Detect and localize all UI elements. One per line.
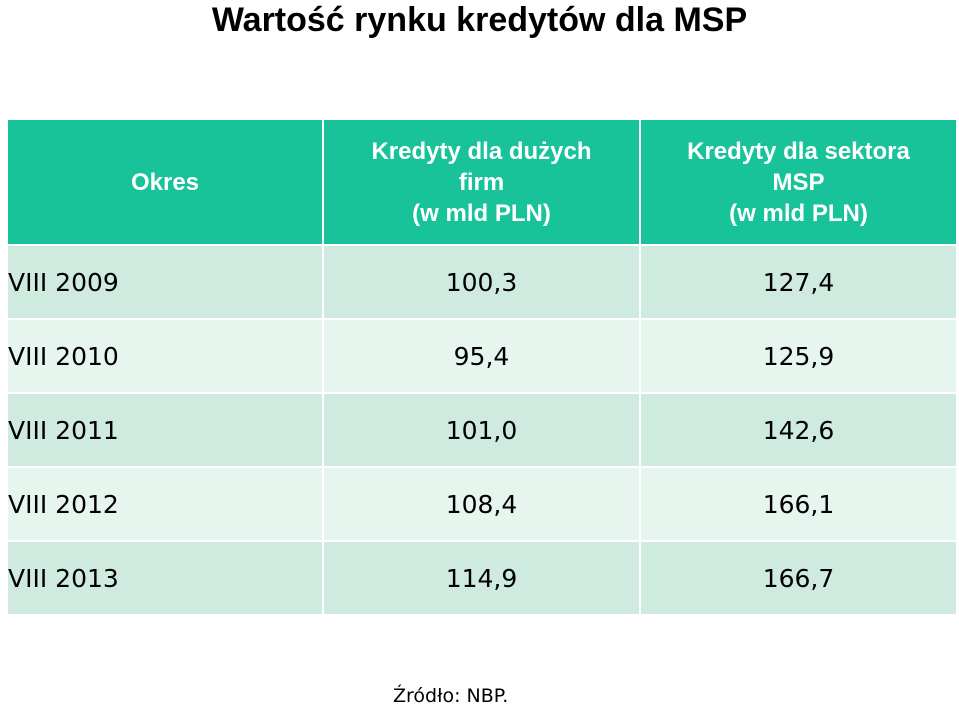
cell-large-firms: 114,9 — [322, 540, 641, 616]
header-sme-sector: Kredyty dla sektora MSP (w mld PLN) — [639, 118, 958, 246]
cell-sme-sector: 127,4 — [639, 244, 958, 320]
header-sme-sector-line-1: Kredyty dla sektora — [687, 137, 910, 165]
header-large-firms-line-1: Kredyty dla dużych — [371, 137, 592, 165]
cell-period: VIII 2011 — [6, 392, 324, 468]
data-table: Okres Kredyty dla dużych firm (w mld PLN… — [6, 118, 958, 616]
header-period: Okres — [6, 118, 324, 246]
cell-period: VIII 2010 — [6, 318, 324, 394]
cell-large-firms: 101,0 — [322, 392, 641, 468]
table-row: VIII 2010 95,4 125,9 — [6, 318, 958, 394]
header-period-label: Okres — [130, 168, 200, 196]
cell-sme-sector: 166,1 — [639, 466, 958, 542]
cell-large-firms: 100,3 — [322, 244, 641, 320]
header-sme-sector-line-2: MSP — [772, 168, 825, 196]
table-row: VIII 2009 100,3 127,4 — [6, 244, 958, 320]
cell-period: VIII 2009 — [6, 244, 324, 320]
table-row: VIII 2011 101,0 142,6 — [6, 392, 958, 468]
table-row: VIII 2013 114,9 166,7 — [6, 540, 958, 616]
cell-large-firms: 95,4 — [322, 318, 641, 394]
cell-sme-sector: 142,6 — [639, 392, 958, 468]
cell-period: VIII 2012 — [6, 466, 324, 542]
cell-period: VIII 2013 — [6, 540, 324, 616]
source-note: Źródło: NBP. — [393, 685, 509, 707]
table-header-row: Okres Kredyty dla dużych firm (w mld PLN… — [6, 118, 958, 246]
header-large-firms-line-3: (w mld PLN) — [412, 199, 551, 227]
header-large-firms: Kredyty dla dużych firm (w mld PLN) — [322, 118, 641, 246]
page-title: Wartość rynku kredytów dla MSP — [211, 1, 748, 39]
table-row: VIII 2012 108,4 166,1 — [6, 466, 958, 542]
header-sme-sector-line-3: (w mld PLN) — [729, 199, 868, 227]
cell-large-firms: 108,4 — [322, 466, 641, 542]
cell-sme-sector: 125,9 — [639, 318, 958, 394]
cell-sme-sector: 166,7 — [639, 540, 958, 616]
header-large-firms-line-2: firm — [458, 168, 505, 196]
